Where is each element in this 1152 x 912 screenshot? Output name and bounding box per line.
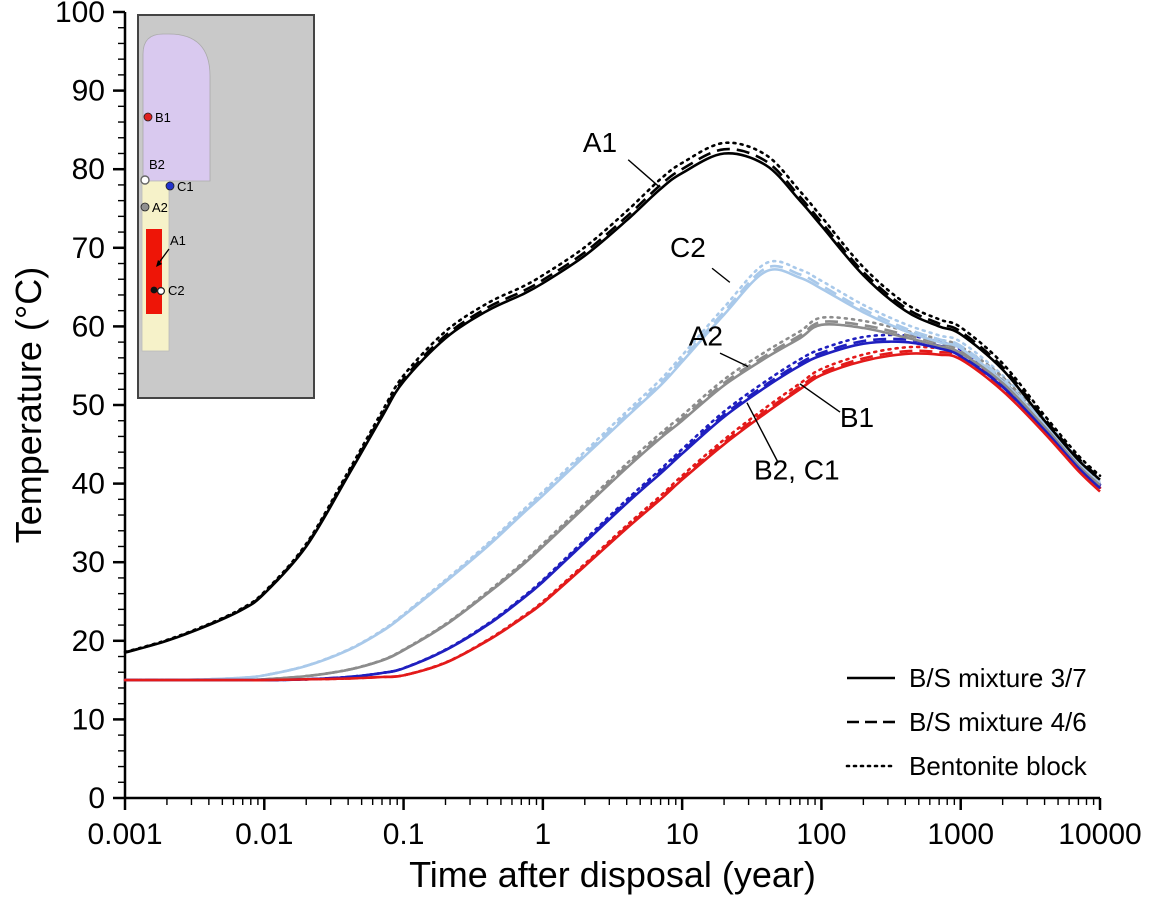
- y-tick-label: 100: [55, 0, 105, 29]
- y-tick-label: 80: [72, 153, 105, 186]
- x-tick-label: 0.001: [87, 818, 162, 851]
- inset-point-b1: [143, 112, 153, 122]
- legend-line-dotted-icon: [845, 764, 897, 768]
- curve-label-a2: A2: [689, 320, 723, 351]
- inset-arrow-line-a1: [157, 248, 170, 265]
- x-tick-label: 100: [796, 818, 846, 851]
- x-tick-label: 10000: [1058, 818, 1141, 851]
- curve-label-c2: C2: [670, 232, 706, 263]
- curve-label-a1: A1: [583, 127, 617, 158]
- x-tick-label: 10: [665, 818, 698, 851]
- inset-label-c1: C1: [177, 179, 194, 194]
- y-tick-label: 10: [72, 703, 105, 736]
- y-tick-label: 50: [72, 389, 105, 422]
- legend-item-bs-mixture-37: B/S mixture 3/7: [845, 656, 1087, 700]
- inset-label-b2: B2: [149, 157, 165, 172]
- inset-label-b1: B1: [155, 110, 171, 125]
- inset-point-b2: [140, 175, 150, 185]
- y-tick-label: 0: [88, 782, 105, 815]
- x-axis-title: Time after disposal (year): [409, 854, 816, 895]
- series-a2-solid: [125, 322, 1101, 682]
- axes: [113, 10, 1102, 810]
- series-a1-solid: [124, 152, 1101, 654]
- inset-point-a2: [140, 202, 150, 212]
- y-tick-label: 90: [72, 75, 105, 108]
- series-a1-dotted: [123, 141, 1102, 654]
- y-axis-title: Temperature (°C): [8, 266, 49, 544]
- inset-canister: [146, 229, 162, 314]
- x-tick-label: 0.1: [383, 818, 425, 851]
- series-c2-solid: [124, 268, 1101, 682]
- y-tick-label: 20: [72, 625, 105, 658]
- x-tick-label: 0.01: [235, 818, 293, 851]
- tick-labels: 0 10 20 30 40 50 60 70 80 90 100 0.001 0.01 0.1 1 10 100…: [55, 0, 1142, 851]
- y-tick-label: 40: [72, 468, 105, 501]
- inset-label-c2: C2: [168, 283, 185, 298]
- legend-line-solid-icon: [847, 676, 895, 680]
- x-tick-label: 1000: [927, 818, 994, 851]
- inset-label-a2: A2: [152, 200, 168, 215]
- y-tick-label: 30: [72, 546, 105, 579]
- y-tick-label: 60: [72, 310, 105, 343]
- inset-point-c1: [165, 181, 175, 191]
- series-b1-solid: [125, 352, 1101, 682]
- legend-label-bs-mixture-46: B/S mixture 4/6: [909, 706, 1087, 737]
- legend-label-bs-mixture-37: B/S mixture 3/7: [909, 662, 1087, 693]
- inset-point-c2-open: [157, 287, 166, 296]
- legend-line-dashed-icon: [847, 720, 895, 724]
- legend-item-bentonite-block: Bentonite block: [845, 744, 1087, 788]
- legend-item-bs-mixture-46: B/S mixture 4/6: [845, 700, 1087, 744]
- disposal-schematic-inset: B1 B2 C1 A2 A1 C2: [137, 14, 315, 399]
- x-tick-label: 1: [535, 818, 552, 851]
- curve-label-b1: B1: [840, 402, 874, 433]
- legend-label-bentonite-block: Bentonite block: [909, 750, 1087, 781]
- curve-label-b2c1: B2, C1: [754, 455, 840, 486]
- inset-arrowhead-a1: [156, 260, 162, 267]
- y-tick-label: 70: [72, 232, 105, 265]
- series-c2-dotted: [123, 259, 1102, 682]
- inset-point-c2-filled: [150, 286, 158, 294]
- inset-label-a1: A1: [170, 233, 186, 248]
- inset-tunnel: [142, 33, 211, 182]
- legend: B/S mixture 3/7 B/S mixture 4/6 Bentonit…: [845, 656, 1087, 788]
